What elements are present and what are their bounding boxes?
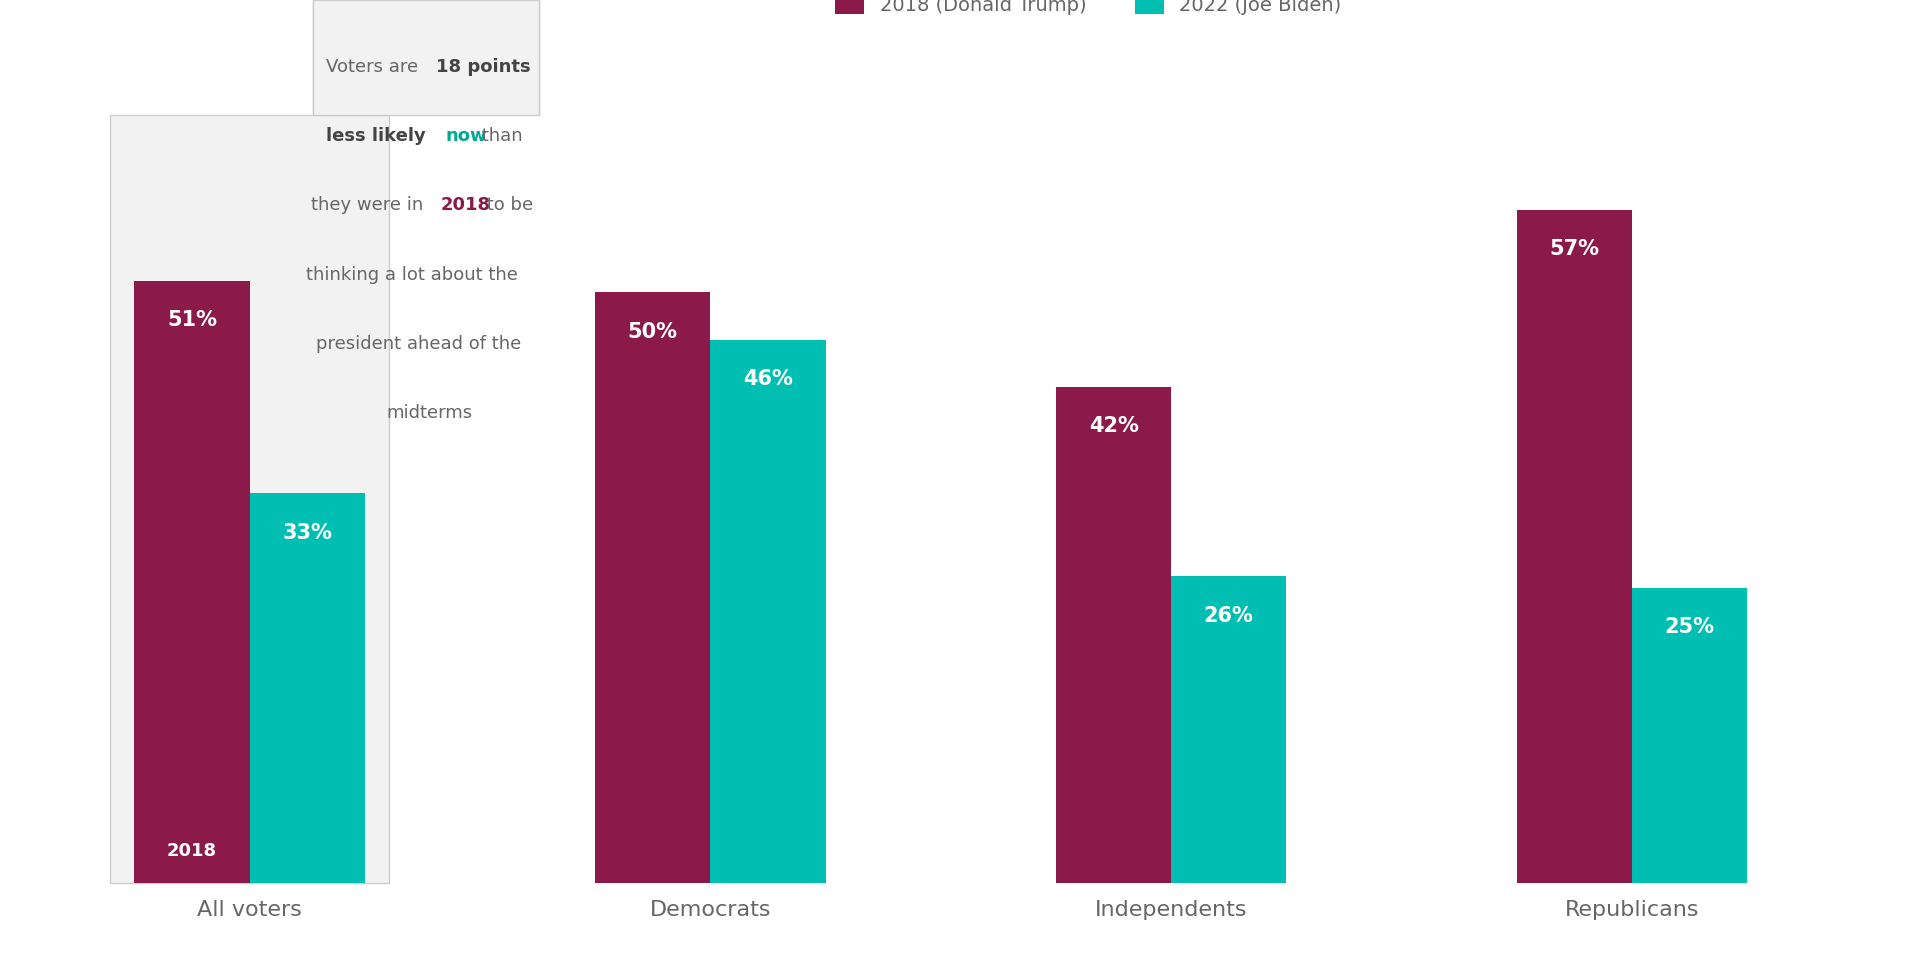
Text: 26%: 26%	[1204, 606, 1254, 626]
Text: 42%: 42%	[1089, 417, 1139, 437]
Text: thinking a lot about the: thinking a lot about the	[305, 266, 518, 283]
Bar	[1632, 588, 1747, 883]
Bar	[1056, 387, 1171, 883]
Text: 25%: 25%	[1665, 617, 1715, 637]
Text: to be: to be	[480, 197, 534, 214]
Bar	[1517, 209, 1632, 883]
Text: now: now	[445, 128, 488, 145]
Bar	[710, 340, 826, 883]
Text: midterms: midterms	[386, 404, 472, 421]
Bar	[1171, 576, 1286, 883]
Bar	[134, 280, 250, 883]
Text: 51%: 51%	[167, 310, 217, 330]
Text: they were in: they were in	[311, 197, 430, 214]
Bar	[250, 493, 365, 883]
Legend: 2018 (Donald Trump), 2022 (Joe Biden): 2018 (Donald Trump), 2022 (Joe Biden)	[828, 0, 1350, 23]
FancyBboxPatch shape	[109, 115, 390, 883]
Bar	[595, 293, 710, 883]
Text: 2018: 2018	[442, 197, 492, 214]
Text: than: than	[476, 128, 522, 145]
Text: less likely: less likely	[326, 128, 432, 145]
Text: 2018: 2018	[167, 842, 217, 859]
Text: Voters are: Voters are	[326, 59, 424, 76]
Text: 33%: 33%	[282, 523, 332, 542]
Text: 18 points: 18 points	[436, 59, 530, 76]
Text: president ahead of the: president ahead of the	[317, 335, 522, 352]
Text: 50%: 50%	[628, 322, 678, 342]
Text: 46%: 46%	[743, 370, 793, 389]
Text: 57%: 57%	[1549, 239, 1599, 259]
Text: 2022: 2022	[282, 842, 332, 859]
